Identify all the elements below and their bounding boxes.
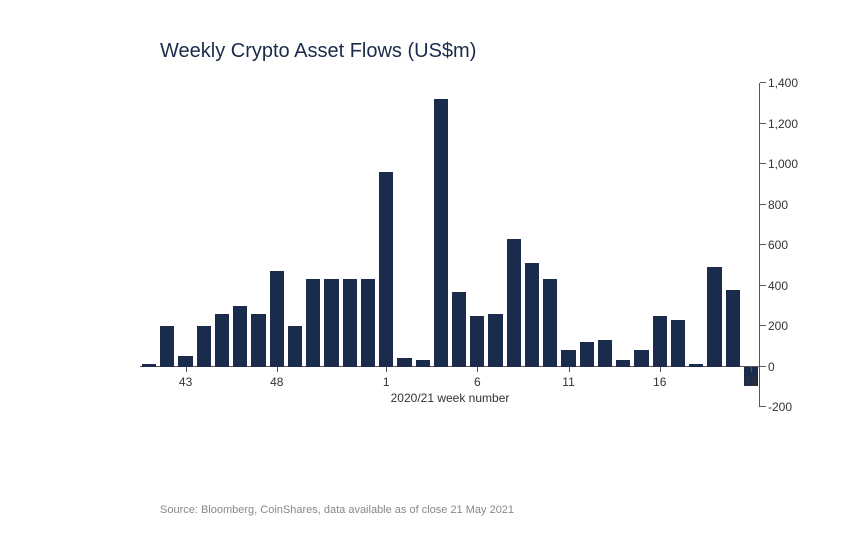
y-label: 1,200: [768, 117, 810, 131]
bar: [233, 306, 247, 367]
bar: [324, 279, 338, 366]
x-label: 1: [383, 375, 390, 389]
bar: [488, 314, 502, 367]
x-label: 16: [653, 375, 666, 389]
bar: [343, 279, 357, 366]
bar: [671, 320, 685, 367]
y-tick: [760, 325, 766, 326]
bar: [470, 316, 484, 367]
bar: [288, 326, 302, 367]
x-tick: [569, 367, 570, 372]
x-label: 43: [179, 375, 192, 389]
bar: [361, 279, 375, 366]
bar: [598, 340, 612, 366]
plot-area: -20002004006008001,0001,2001,40043481611…: [140, 83, 760, 453]
y-label: 400: [768, 279, 810, 293]
bar: [160, 326, 174, 367]
bar: [525, 263, 539, 366]
x-tick: [277, 367, 278, 372]
bar: [452, 292, 466, 367]
x-label: 11: [562, 375, 574, 389]
y-tick: [760, 204, 766, 205]
y-label: 800: [768, 198, 810, 212]
y-label: 600: [768, 238, 810, 252]
bar: [726, 290, 740, 367]
y-label: 0: [768, 360, 810, 374]
source-text: Source: Bloomberg, CoinShares, data avai…: [160, 504, 514, 516]
x-tick: [751, 367, 752, 372]
bar: [616, 360, 630, 366]
bar: [416, 360, 430, 366]
x-label: 48: [270, 375, 283, 389]
bar: [215, 314, 229, 367]
x-label: 21: [744, 375, 757, 389]
x-tick: [386, 367, 387, 372]
y-tick: [760, 406, 766, 407]
bar: [689, 364, 703, 366]
y-tick: [760, 82, 766, 83]
bar: [251, 314, 265, 367]
bar: [270, 271, 284, 366]
bar: [507, 239, 521, 367]
y-tick: [760, 285, 766, 286]
y-label: 200: [768, 319, 810, 333]
chart-container: Weekly Crypto Asset Flows (US$m) -200020…: [140, 40, 780, 480]
y-tick: [760, 366, 766, 367]
bar: [580, 342, 594, 366]
x-axis-title: 2020/21 week number: [391, 391, 510, 405]
bar: [142, 364, 156, 366]
bar: [653, 316, 667, 367]
bar: [397, 358, 411, 366]
y-tick: [760, 244, 766, 245]
y-label: -200: [768, 400, 810, 414]
bar: [434, 99, 448, 366]
x-tick: [660, 367, 661, 372]
bar: [197, 326, 211, 367]
bar: [306, 279, 320, 366]
x-tick: [477, 367, 478, 372]
bars-area: -20002004006008001,0001,2001,40043481611…: [140, 83, 760, 407]
x-tick: [186, 367, 187, 372]
y-label: 1,400: [768, 76, 810, 90]
chart-title: Weekly Crypto Asset Flows (US$m): [160, 40, 780, 63]
bar: [707, 267, 721, 366]
bar: [543, 279, 557, 366]
y-axis-line: [759, 83, 760, 407]
y-tick: [760, 163, 766, 164]
bar: [178, 356, 192, 366]
bar: [561, 350, 575, 366]
bar: [379, 172, 393, 366]
y-tick: [760, 123, 766, 124]
bar: [634, 350, 648, 366]
x-label: 6: [474, 375, 481, 389]
y-label: 1,000: [768, 157, 810, 171]
